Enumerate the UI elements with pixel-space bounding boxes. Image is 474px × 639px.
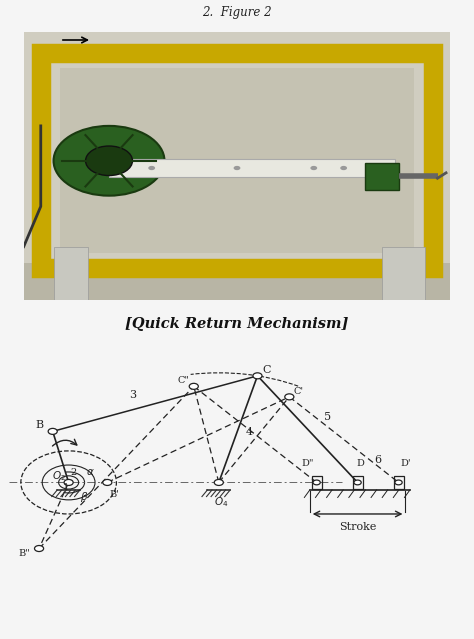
Circle shape <box>48 428 57 435</box>
Text: 3: 3 <box>129 390 136 399</box>
Text: C: C <box>262 365 271 375</box>
Circle shape <box>234 166 240 170</box>
Circle shape <box>285 394 294 400</box>
Text: 1: 1 <box>63 483 70 492</box>
Bar <box>60 68 414 253</box>
Circle shape <box>35 546 44 551</box>
Bar <box>393 475 403 489</box>
Circle shape <box>86 146 132 176</box>
Circle shape <box>148 166 155 170</box>
Text: B: B <box>36 420 44 431</box>
Circle shape <box>395 480 402 485</box>
Text: D: D <box>356 459 364 468</box>
Text: [Quick Return Mechanism]: [Quick Return Mechanism] <box>125 318 349 331</box>
Text: B': B' <box>109 491 119 500</box>
Circle shape <box>64 479 73 486</box>
Text: C': C' <box>294 387 304 396</box>
Bar <box>311 475 322 489</box>
Bar <box>365 164 399 190</box>
Circle shape <box>340 166 347 170</box>
Bar <box>353 475 363 489</box>
Circle shape <box>103 479 112 486</box>
Text: 2: 2 <box>70 468 76 477</box>
Text: $O_2$: $O_2$ <box>52 470 66 483</box>
Text: D": D" <box>302 459 314 468</box>
Text: $O_4$: $O_4$ <box>214 495 228 509</box>
Circle shape <box>253 373 262 379</box>
Bar <box>41 54 433 268</box>
Text: 5: 5 <box>324 412 332 422</box>
Bar <box>54 247 88 305</box>
Text: 4: 4 <box>246 427 253 437</box>
Circle shape <box>354 480 361 485</box>
Text: $\alpha$: $\alpha$ <box>86 467 95 477</box>
Bar <box>109 159 395 177</box>
Circle shape <box>54 126 164 196</box>
Text: $\beta$: $\beta$ <box>80 491 88 504</box>
Text: B": B" <box>18 549 30 558</box>
Text: D': D' <box>401 459 411 468</box>
Bar <box>24 263 450 300</box>
Circle shape <box>189 383 198 389</box>
Bar <box>382 247 425 305</box>
Circle shape <box>310 166 317 170</box>
Circle shape <box>214 479 223 486</box>
Circle shape <box>313 480 320 485</box>
Text: Stroke: Stroke <box>339 523 376 532</box>
Text: 2.  Figure 2: 2. Figure 2 <box>202 6 272 19</box>
Text: 6: 6 <box>374 455 382 465</box>
Text: C": C" <box>177 376 189 385</box>
